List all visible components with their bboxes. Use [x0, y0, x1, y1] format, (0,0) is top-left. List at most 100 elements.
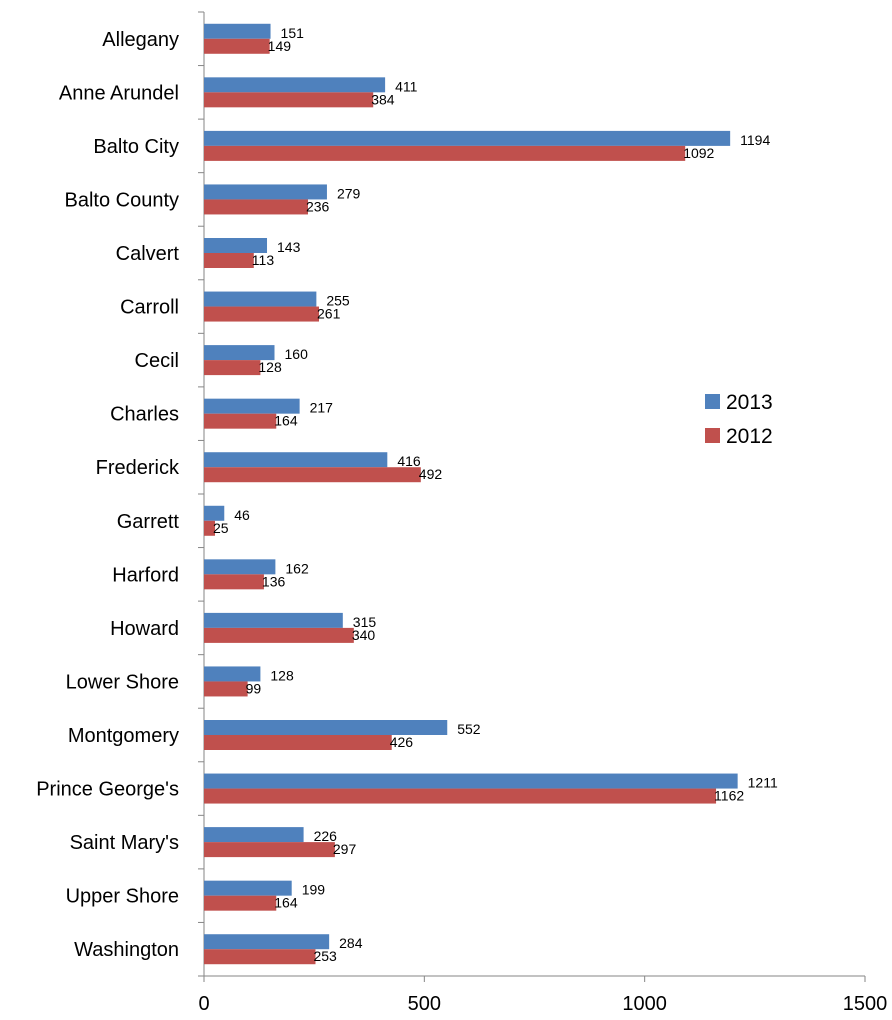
bar-2013 — [204, 934, 330, 950]
bar-2012 — [204, 199, 308, 215]
data-label-2012: 164 — [274, 413, 298, 429]
bar-2012 — [204, 735, 392, 750]
category-label: Allegany — [102, 29, 179, 51]
bar-2012 — [204, 681, 248, 697]
category-label: Charles — [110, 404, 179, 426]
category-label: Howard — [110, 618, 179, 640]
bar-2013 — [204, 77, 386, 93]
data-label-2012: 236 — [306, 198, 330, 214]
data-label-2013: 143 — [277, 239, 301, 255]
data-label-2013: 411 — [395, 78, 418, 94]
data-label-2013: 1211 — [748, 775, 778, 791]
bar-2012 — [204, 895, 277, 911]
data-label-2012: 128 — [258, 359, 282, 375]
category-label: Calvert — [116, 243, 180, 265]
data-label-2013: 128 — [270, 667, 294, 683]
axes — [198, 11, 866, 982]
data-label-2013: 217 — [310, 400, 334, 416]
bar-2012 — [204, 38, 270, 54]
category-label: Balto County — [64, 189, 179, 211]
data-label-2013: 279 — [337, 185, 361, 201]
data-label-2012: 99 — [246, 680, 262, 696]
bar-2013 — [204, 612, 343, 628]
category-label: Saint Mary's — [70, 832, 179, 854]
category-label: Carroll — [120, 297, 179, 319]
x-tick-label: 500 — [408, 993, 441, 1015]
legend: 2013 2012 — [705, 391, 773, 448]
category-label: Montgomery — [68, 725, 179, 747]
bar-2013 — [204, 398, 300, 414]
bar-2012 — [204, 413, 277, 429]
data-label-2012: 384 — [371, 91, 395, 107]
bar-2012 — [204, 306, 320, 322]
bar-2013 — [204, 773, 738, 789]
data-label-2012: 261 — [317, 306, 341, 322]
data-label-2012: 136 — [262, 573, 286, 589]
legend-swatch-2013 — [705, 394, 720, 409]
bar-2013 — [204, 345, 275, 361]
category-label: Lower Shore — [66, 671, 179, 693]
data-label-2013: 162 — [285, 560, 309, 576]
bar-2012 — [204, 949, 316, 965]
category-label: Upper Shore — [66, 886, 179, 908]
bar-2012 — [204, 842, 335, 858]
bar-2012 — [204, 520, 216, 536]
bar-2012 — [204, 574, 264, 590]
bar-2013 — [204, 666, 261, 682]
data-label-2013: 284 — [339, 935, 363, 951]
bar-2012 — [204, 253, 254, 268]
bar-2012 — [204, 92, 374, 108]
data-label-2013: 199 — [302, 882, 326, 898]
data-label-2012: 164 — [274, 895, 298, 911]
category-label: Cecil — [135, 350, 179, 372]
x-tick-label: 1500 — [843, 993, 888, 1015]
bar-2013 — [204, 559, 276, 575]
bars — [204, 23, 738, 965]
legend-swatch-2012 — [705, 428, 720, 443]
bar-2013 — [204, 452, 388, 468]
category-label: Prince George's — [36, 779, 179, 801]
data-label-2013: 151 — [281, 25, 305, 41]
category-label: Garrett — [117, 511, 180, 533]
data-label-2013: 160 — [285, 346, 309, 362]
data-label-2013: 552 — [457, 721, 481, 737]
data-label-2012: 25 — [213, 520, 229, 536]
bar-2013 — [204, 238, 268, 253]
data-label-2013: 416 — [397, 453, 421, 469]
category-label: Frederick — [96, 457, 180, 479]
category-label: Balto City — [93, 136, 179, 158]
data-label-2012: 1162 — [714, 788, 744, 804]
data-label-2012: 113 — [252, 252, 275, 268]
data-label-2012: 340 — [352, 627, 376, 643]
data-label-2012: 1092 — [683, 145, 714, 161]
data-label-2013: 255 — [326, 293, 350, 309]
x-tick-label: 0 — [198, 993, 209, 1015]
data-label-2012: 253 — [313, 948, 337, 964]
data-label-2013: 315 — [353, 614, 377, 630]
bar-2013 — [204, 23, 271, 39]
category-label: Anne Arundel — [59, 82, 179, 104]
legend-label-2013: 2013 — [726, 391, 773, 414]
bar-2013 — [204, 827, 304, 843]
category-label: Harford — [112, 564, 179, 586]
data-label-2012: 297 — [333, 841, 357, 857]
data-label-2013: 46 — [234, 507, 250, 523]
bar-2013 — [204, 184, 327, 200]
data-label-2013: 1194 — [740, 132, 770, 148]
data-label-2012: 426 — [390, 734, 414, 750]
x-tick-label: 1000 — [622, 993, 667, 1015]
data-label-2012: 149 — [268, 38, 292, 54]
bar-2012 — [204, 467, 421, 483]
bar-2013 — [204, 880, 292, 896]
bar-2013 — [204, 505, 225, 521]
data-label-2012: 492 — [419, 466, 443, 482]
bar-2013 — [204, 291, 317, 307]
bar-2012 — [204, 627, 354, 643]
category-label: Washington — [74, 939, 179, 961]
x-tick-labels: 0 500 1000 1500 — [198, 993, 887, 1015]
bar-2012 — [204, 788, 717, 804]
bar-2013 — [204, 720, 448, 735]
bar-2013 — [204, 130, 731, 146]
